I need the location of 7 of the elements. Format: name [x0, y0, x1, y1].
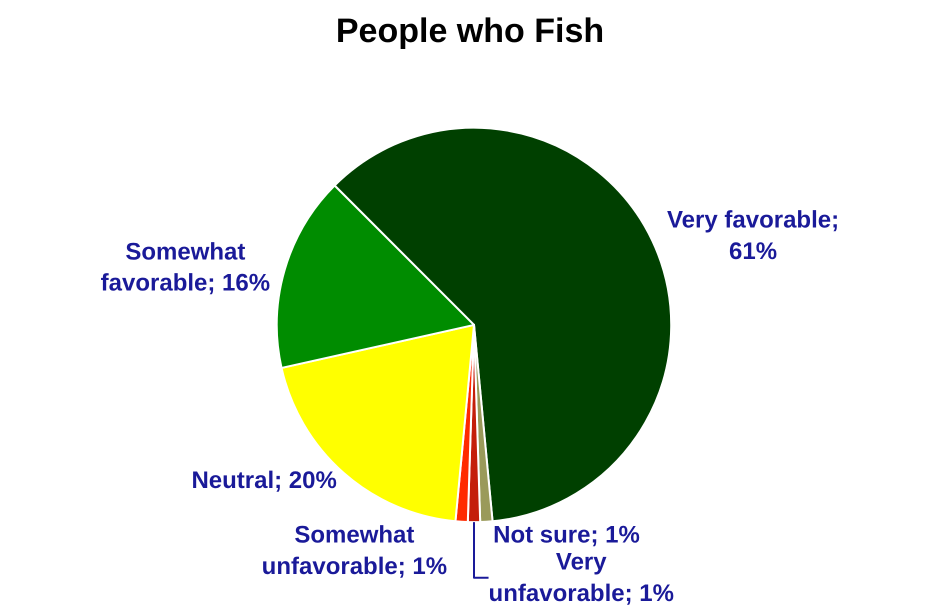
slice-label: Very favorable; 61%	[666, 206, 840, 265]
slice-label: Somewhat unfavorable; 1%	[262, 522, 448, 580]
slice-label: Very unfavorable; 1%	[488, 548, 674, 607]
slice-label: Somewhat favorable; 16%	[100, 238, 270, 297]
slice-label: Not sure; 1%	[493, 522, 640, 549]
chart-title: People who Fish	[336, 12, 604, 50]
slice-label: Neutral; 20%	[191, 466, 337, 494]
